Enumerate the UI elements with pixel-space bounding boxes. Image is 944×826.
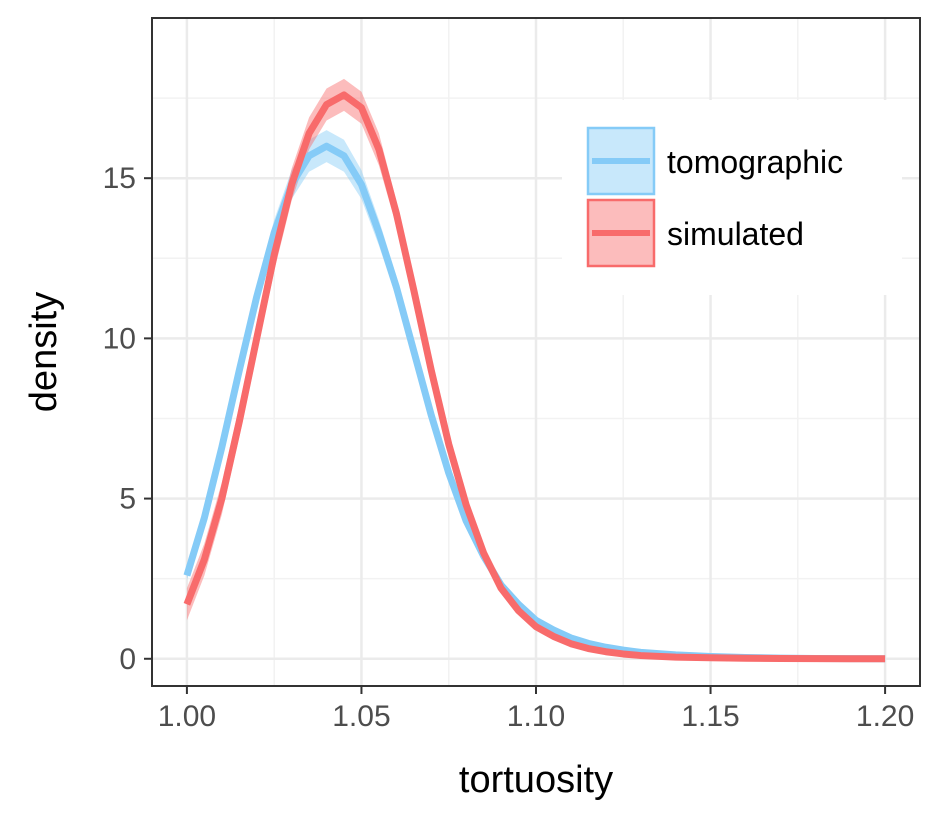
line-simulated [183, 91, 886, 663]
x-tick-label: 1.15 [681, 700, 739, 733]
legend-label-simulated: simulated [667, 216, 804, 252]
x-axis: 1.00 1.05 1.10 1.15 1.20 [158, 686, 914, 733]
x-tick-label: 1.20 [856, 700, 914, 733]
legend: tomographic simulated [562, 100, 902, 295]
legend-key-simulated [586, 198, 656, 268]
x-tick-label: 1.00 [158, 700, 216, 733]
x-tick-label: 1.10 [507, 700, 565, 733]
x-axis-title: tortuosity [459, 759, 613, 801]
series-lines [183, 91, 886, 663]
y-tick-label: 10 [103, 322, 136, 355]
y-tick-label: 15 [103, 162, 136, 195]
y-tick-label: 5 [119, 483, 136, 516]
y-tick-label: 0 [119, 643, 136, 676]
legend-label-tomographic: tomographic [667, 144, 843, 180]
legend-background [562, 100, 902, 295]
major-grid [152, 18, 920, 686]
y-axis: 0 5 10 15 [103, 162, 152, 676]
legend-key-tomographic [586, 126, 656, 196]
y-axis-title: density [23, 292, 65, 412]
x-tick-label: 1.05 [332, 700, 390, 733]
